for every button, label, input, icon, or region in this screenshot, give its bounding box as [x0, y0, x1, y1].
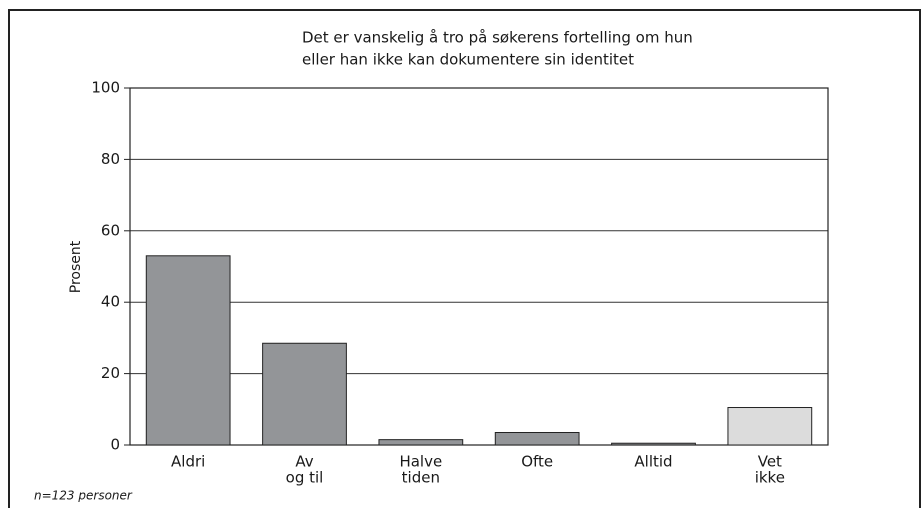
footnote: n=123 personer	[34, 489, 133, 503]
x-tick-label: Av	[295, 453, 313, 471]
bar	[727, 407, 813, 446]
frame	[8, 9, 921, 508]
x-tick-label: Ofte	[521, 453, 553, 471]
x-tick-label: tiden	[402, 469, 440, 487]
y-tick-label: 20	[101, 364, 120, 382]
x-tick-label: Vet	[758, 453, 782, 471]
y-tick-label: 80	[101, 150, 120, 168]
y-tick-label: 60	[101, 221, 120, 239]
chart-title: eller han ikke kan dokumentere sin ident…	[302, 51, 634, 69]
bar	[611, 442, 696, 446]
chart-title: Det er vanskelig å tro på søkerens forte…	[302, 29, 693, 47]
x-tick-label: og til	[286, 469, 324, 487]
y-tick-label: 40	[101, 293, 120, 311]
y-tick-label: 100	[91, 79, 120, 97]
bar	[494, 432, 580, 446]
bar	[145, 255, 231, 446]
x-tick-label: ikke	[755, 469, 785, 487]
plot-area	[129, 87, 829, 446]
x-tick-label: Alltid	[634, 453, 672, 471]
x-tick-label: Aldri	[171, 453, 205, 471]
y-tick-label: 0	[110, 436, 120, 454]
y-axis-label: Prosent	[68, 240, 84, 293]
bar	[262, 342, 347, 446]
bar	[378, 439, 464, 446]
x-tick-label: Halve	[399, 453, 442, 471]
